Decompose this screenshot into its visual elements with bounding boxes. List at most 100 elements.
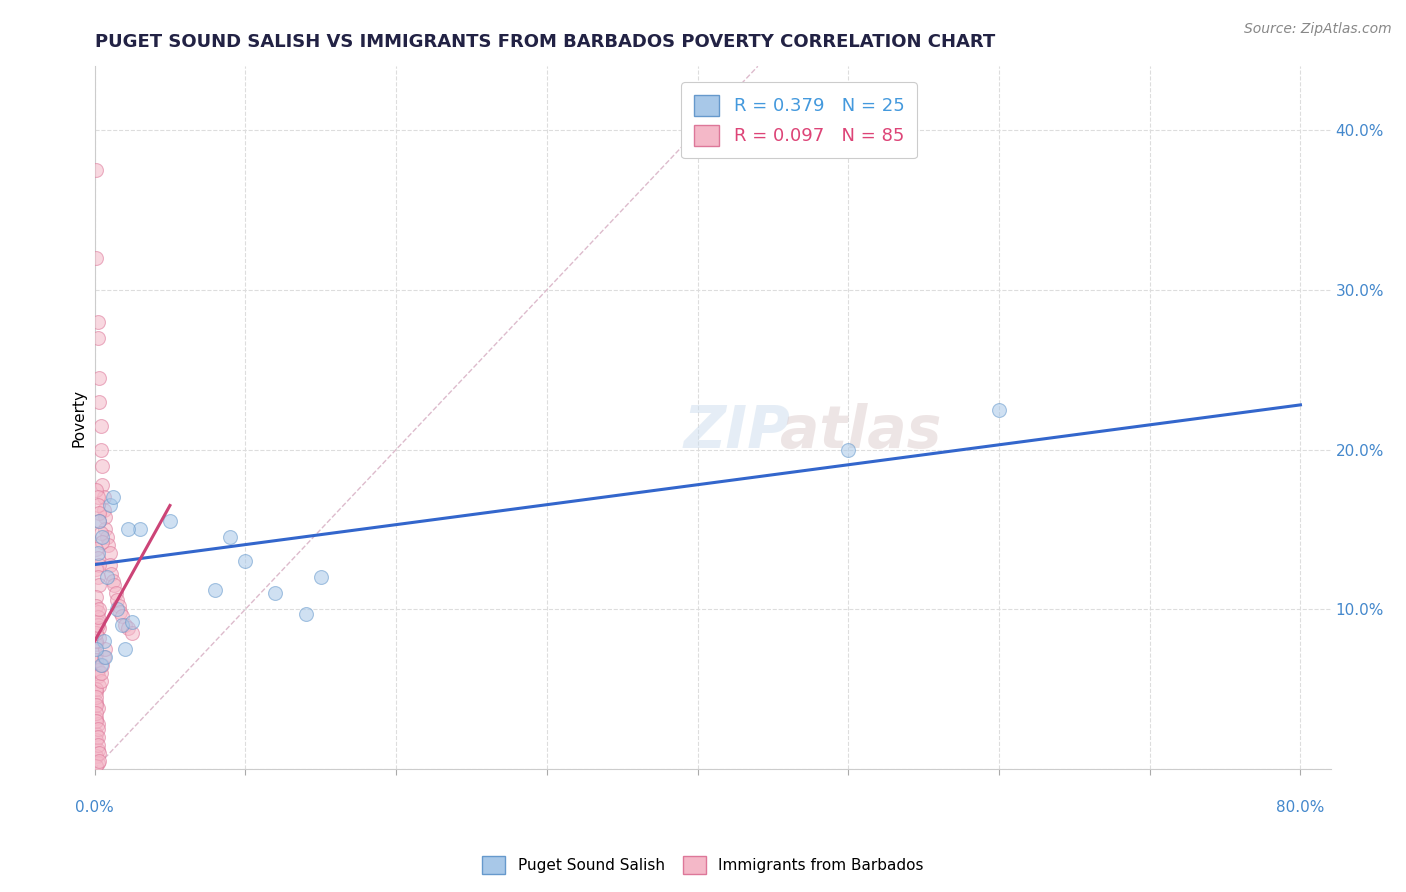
Point (101, 491, 124, 505)
Point (86, 756, 108, 770)
Point (93, 650, 115, 665)
Point (87, 746, 110, 760)
Point (86, 491, 108, 505)
Text: Source: ZipAtlas.com: Source: ZipAtlas.com (1244, 22, 1392, 37)
Point (84, 711, 107, 725)
Point (86, 606, 108, 620)
Point (86, 315, 108, 329)
Text: 0.0%: 0.0% (75, 799, 114, 814)
Point (86, 610, 108, 624)
Point (84, 251, 107, 265)
Point (90, 418, 112, 433)
Point (219, 530, 242, 544)
Point (84, 637, 107, 651)
Point (87, 679, 110, 693)
Y-axis label: Poverty: Poverty (72, 389, 86, 447)
Point (87, 394, 110, 409)
Point (96, 570, 118, 584)
Point (91, 535, 114, 549)
Point (98, 558, 121, 572)
Point (98, 499, 121, 513)
Point (84, 682, 107, 697)
Point (84, 685, 107, 699)
Point (84, 727, 107, 741)
Point (294, 607, 316, 621)
Point (84, 599, 107, 613)
Point (90, 442, 112, 457)
Point (90, 674, 112, 689)
Point (93, 503, 115, 517)
Point (84, 483, 107, 497)
Point (86, 618, 108, 632)
Point (309, 570, 332, 584)
Point (128, 523, 150, 537)
Point (84, 706, 107, 720)
Point (84, 749, 107, 764)
Point (94, 509, 117, 524)
Point (94, 642, 117, 657)
Point (90, 658, 112, 673)
Point (204, 583, 226, 598)
Point (86, 551, 108, 566)
Point (159, 515, 181, 529)
Text: atlas: atlas (780, 403, 942, 460)
Point (86, 669, 108, 683)
Point (87, 578, 110, 592)
Point (84, 653, 107, 667)
Point (94, 650, 117, 665)
Point (84, 733, 107, 747)
Point (86, 743, 108, 757)
Point (86, 738, 108, 752)
Point (98, 546, 121, 560)
Point (87, 370, 110, 384)
Text: ZIP: ZIP (683, 403, 790, 460)
Text: 80.0%: 80.0% (1277, 799, 1324, 814)
Point (101, 574, 124, 588)
Point (84, 626, 107, 640)
Point (87, 622, 110, 636)
Point (84, 562, 107, 576)
Point (91, 530, 114, 544)
Point (84, 759, 107, 773)
Point (84, 634, 107, 648)
Point (111, 608, 134, 623)
Legend: Puget Sound Salish, Immigrants from Barbados: Puget Sound Salish, Immigrants from Barb… (477, 850, 929, 880)
Point (233, 554, 256, 568)
Point (111, 618, 134, 632)
Legend: R = 0.379   N = 25, R = 0.097   N = 85: R = 0.379 N = 25, R = 0.097 N = 85 (682, 82, 917, 159)
Point (104, 586, 127, 600)
Point (91, 477, 114, 491)
Point (86, 730, 108, 744)
Point (86, 570, 108, 584)
Point (84, 698, 107, 712)
Point (86, 717, 108, 731)
Point (96, 530, 118, 544)
Point (86, 722, 108, 736)
Point (91, 658, 114, 673)
Point (86, 499, 108, 513)
Point (86, 615, 108, 629)
Point (264, 586, 287, 600)
Point (84, 541, 107, 556)
Point (121, 615, 143, 629)
Point (87, 558, 110, 572)
Point (97, 538, 120, 552)
Point (94, 523, 117, 537)
Point (107, 599, 129, 613)
Point (103, 578, 125, 592)
Point (86, 701, 108, 715)
Point (87, 515, 110, 529)
Point (93, 634, 115, 648)
Text: PUGET SOUND SALISH VS IMMIGRANTS FROM BARBADOS POVERTY CORRELATION CHART: PUGET SOUND SALISH VS IMMIGRANTS FROM BA… (94, 33, 995, 51)
Point (91, 458, 114, 473)
Point (86, 663, 108, 677)
Point (117, 622, 139, 636)
Point (121, 626, 143, 640)
Point (87, 631, 110, 645)
Point (100, 567, 122, 582)
Point (87, 515, 110, 529)
Point (84, 690, 107, 705)
Point (114, 642, 136, 657)
Point (84, 714, 107, 728)
Point (87, 507, 110, 521)
